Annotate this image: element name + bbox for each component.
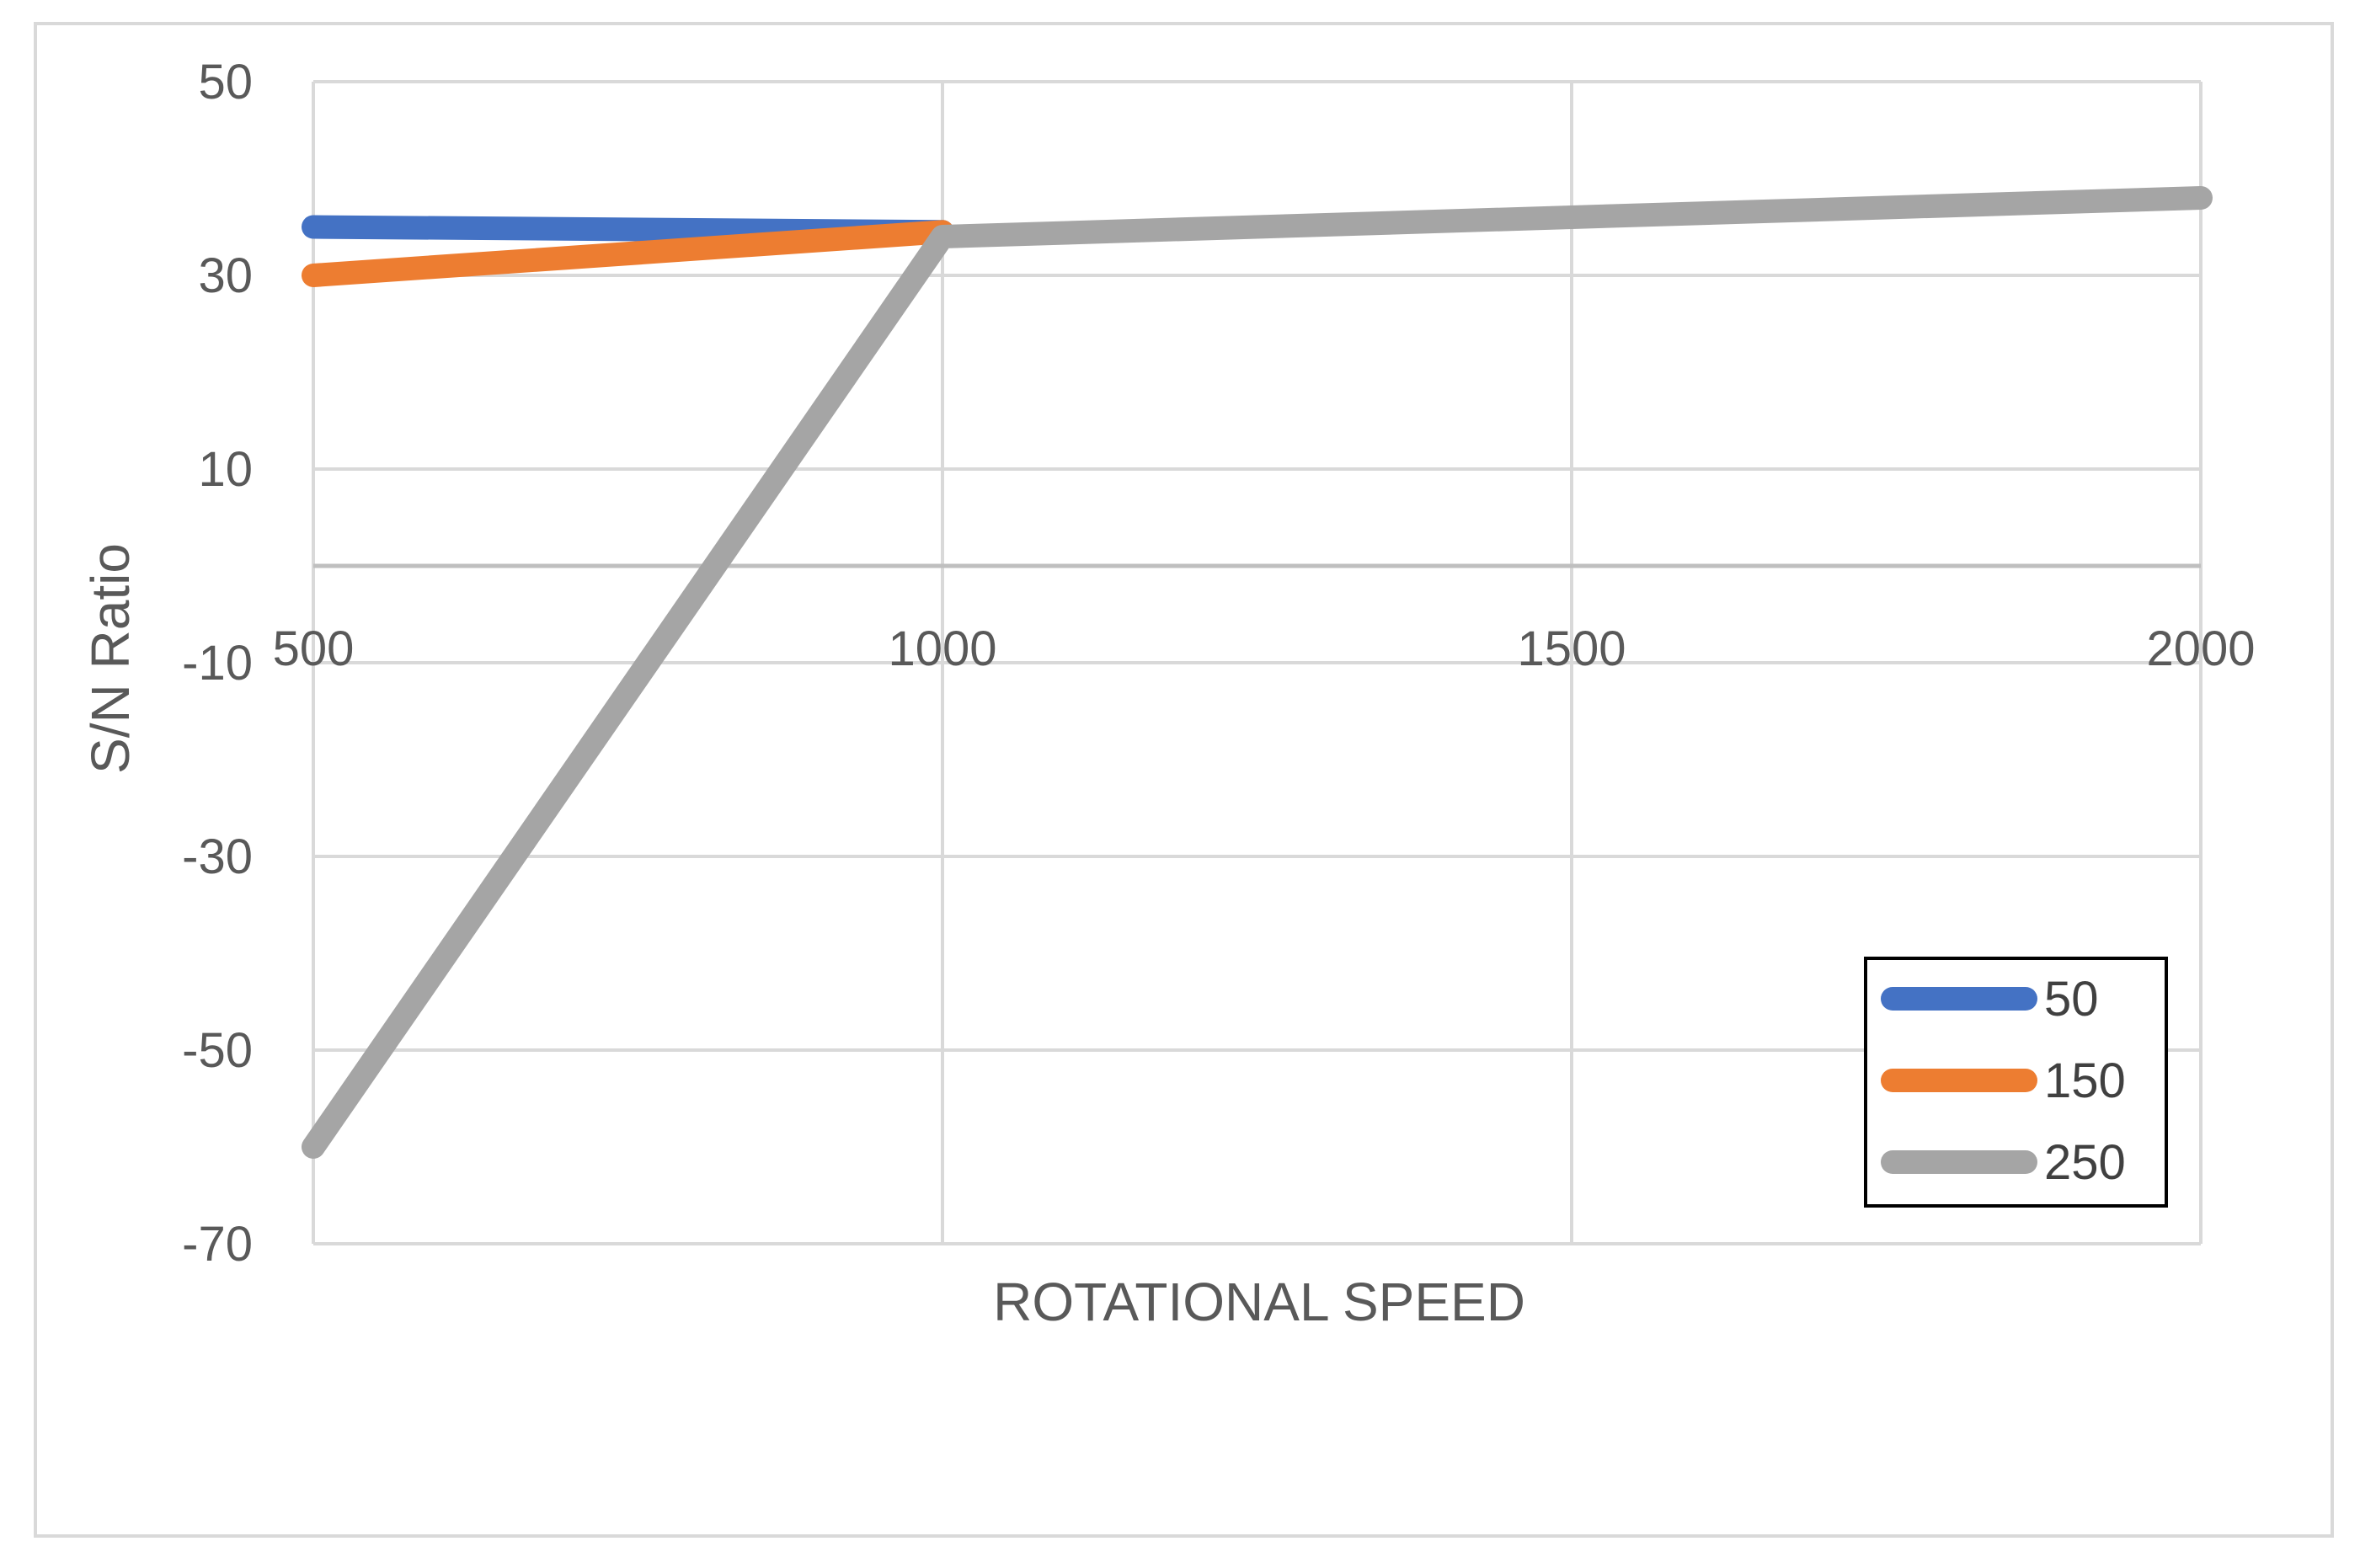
legend-label-150: 150 — [2044, 1053, 2126, 1108]
y-axis-title: S/N Ratio — [80, 543, 141, 774]
series-lines — [302, 186, 2213, 1159]
x-tick-label: 1000 — [888, 621, 996, 676]
x-tick-label: 2000 — [2146, 621, 2255, 676]
y-tick-label: -10 — [182, 636, 253, 691]
legend: 50 150 250 — [1864, 957, 2168, 1208]
tick-labels: -70 -50 -30 -10 10 30 50 500 1000 1500 2000 — [182, 55, 2255, 1272]
series-line-150 — [302, 220, 954, 287]
x-tick-label: 500 — [273, 621, 355, 676]
y-tick-label: 50 — [198, 55, 253, 109]
grid — [312, 80, 2202, 1245]
legend-label-50: 50 — [2044, 972, 2099, 1027]
x-axis-title: ROTATIONAL SPEED — [993, 1272, 1525, 1332]
series-line-250 — [302, 186, 2213, 1159]
x-tick-label: 1500 — [1517, 621, 1626, 676]
legend-label-250: 250 — [2044, 1135, 2126, 1190]
y-tick-label: -70 — [182, 1217, 253, 1272]
y-tick-label: 30 — [198, 248, 253, 303]
y-tick-label: -30 — [182, 829, 253, 884]
y-tick-label: 10 — [198, 442, 253, 497]
y-tick-label: -50 — [182, 1023, 253, 1078]
